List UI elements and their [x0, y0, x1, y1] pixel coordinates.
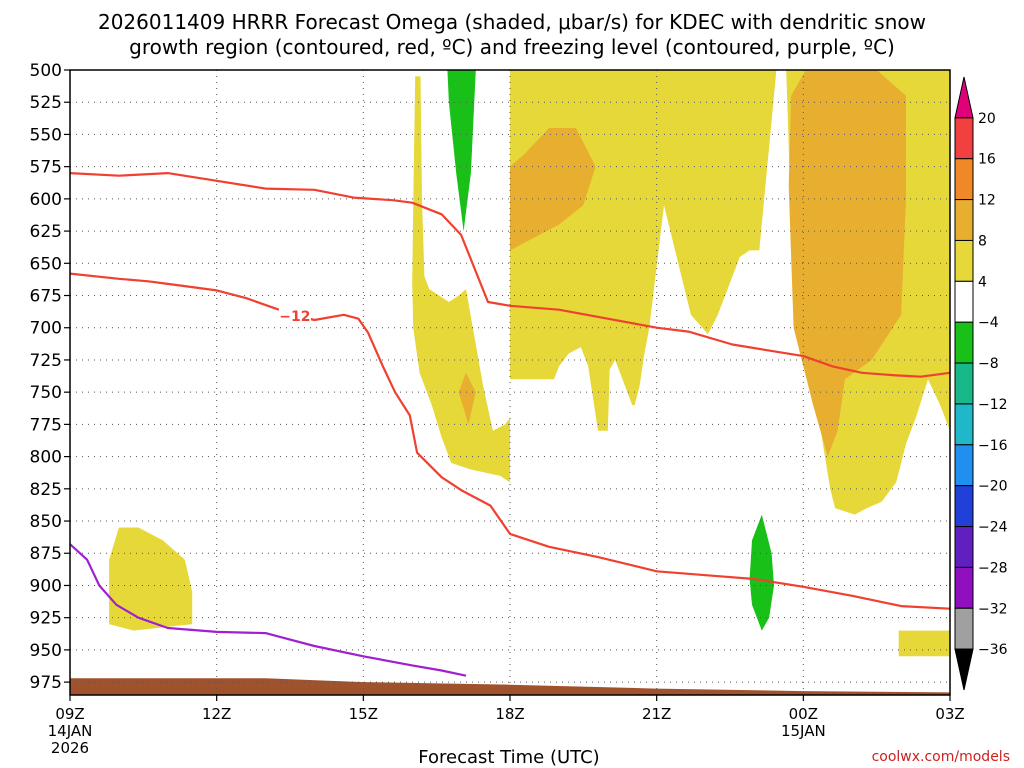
y-tick-label: 650	[30, 254, 62, 274]
y-tick-label: 825	[30, 480, 62, 500]
colorbar-tick-label: −36	[978, 642, 1008, 658]
colorbar-tick-label: −32	[978, 601, 1008, 617]
omega-neg4to8-upper	[447, 70, 476, 232]
contour-label: −12	[279, 309, 310, 325]
x-tick-label: 03Z	[935, 705, 964, 723]
colorbar-swatch	[954, 117, 974, 160]
omega-shading-layer	[109, 70, 950, 657]
colorbar-tick-label: 8	[978, 233, 987, 249]
colorbar-tick-label: −16	[978, 438, 1008, 454]
colorbar-legend: 20 16 12 8 4 −4 −8 −12 −16 −20 −24 −28 −32 −36	[954, 76, 1008, 691]
colorbar-swatch	[954, 607, 974, 650]
y-tick-label: 750	[30, 383, 62, 403]
contour-dendritic-12c-lower	[70, 272, 950, 610]
contour-dendritic-12c-upper	[70, 172, 950, 378]
colorbar-tick-label: −4	[978, 315, 999, 331]
omega-4to8-low-right	[898, 630, 950, 657]
colorbar-tick-label: 4	[978, 274, 987, 290]
colorbar-tick-label: −20	[978, 479, 1008, 495]
y-tick-label: 575	[30, 158, 62, 178]
y-tick-label: 975	[30, 673, 62, 693]
omega-4to8-low-left	[109, 527, 193, 631]
gridlines	[70, 69, 950, 695]
x-axis-label: Forecast Time (UTC)	[418, 747, 599, 768]
y-tick-label: 800	[30, 448, 62, 468]
y-tick-label: 725	[30, 351, 62, 371]
colorbar-tick-label: −12	[978, 397, 1008, 413]
y-tick-label: 900	[30, 576, 62, 596]
x-tick-label: 18Z	[495, 705, 524, 723]
y-tick-label: 675	[30, 287, 62, 307]
colorbar-swatch	[954, 158, 974, 201]
colorbar-swatch	[954, 199, 974, 241]
colorbar-swatch	[954, 648, 974, 691]
x-tick-year: 2026	[51, 739, 89, 757]
y-tick-label: 925	[30, 609, 62, 629]
x-tick-label: 00Z	[789, 705, 818, 723]
ground	[70, 678, 950, 695]
y-tick-label: 550	[30, 125, 62, 145]
y-axis: 500 525 550 575 600 625 650 675 700 725 750 775 800 8…	[30, 61, 70, 693]
colorbar-swatch	[954, 362, 974, 405]
colorbar-tick-label: 20	[978, 111, 996, 127]
colorbar-swatch	[954, 280, 974, 323]
chart-title-line2: growth region (contoured, red, ºC) and f…	[129, 35, 895, 59]
colorbar-swatch	[954, 403, 974, 446]
colorbar-tick-label: −24	[978, 520, 1008, 536]
omega-8to12-center	[510, 128, 596, 251]
y-tick-label: 875	[30, 544, 62, 564]
colorbar-tick-label: −28	[978, 560, 1008, 576]
omega-8to12-small	[458, 372, 476, 425]
colorbar-tick-label: 12	[978, 193, 996, 209]
x-tick-label: 15Z	[349, 705, 378, 723]
terrain-layer	[70, 678, 950, 695]
colorbar-swatch	[954, 526, 974, 568]
omega-8to12-right	[788, 70, 906, 457]
chart-title-line1: 2026011409 HRRR Forecast Omega (shaded, …	[98, 10, 926, 34]
x-tick-date: 15JAN	[781, 722, 826, 740]
y-tick-label: 950	[30, 641, 62, 661]
x-tick-date: 14JAN	[48, 722, 93, 740]
x-tick-label: 09Z	[55, 705, 84, 723]
colorbar-swatch	[954, 239, 974, 282]
y-tick-label: 525	[30, 93, 62, 113]
contour-label-bg	[278, 305, 311, 323]
omega-neg4to8-lower	[749, 514, 774, 631]
y-tick-label: 625	[30, 222, 62, 242]
source-credit: coolwx.com/models	[872, 749, 1010, 765]
colorbar-swatch	[954, 321, 974, 364]
contour-layer: −12	[70, 172, 950, 677]
colorbar-swatch	[954, 76, 974, 119]
x-tick-label: 21Z	[642, 705, 671, 723]
contour-freezing-level-0c	[70, 543, 467, 677]
colorbar-swatch	[954, 566, 974, 609]
y-tick-label: 600	[30, 190, 62, 210]
colorbar-swatch	[954, 485, 974, 528]
colorbar-tick-label: −8	[978, 356, 999, 372]
colorbar-swatch	[954, 444, 974, 487]
y-tick-label: 500	[30, 61, 62, 81]
colorbar-tick-label: 16	[978, 152, 996, 168]
x-tick-label: 12Z	[202, 705, 231, 723]
y-tick-label: 850	[30, 512, 62, 532]
y-tick-label: 775	[30, 415, 62, 435]
y-tick-label: 700	[30, 319, 62, 339]
